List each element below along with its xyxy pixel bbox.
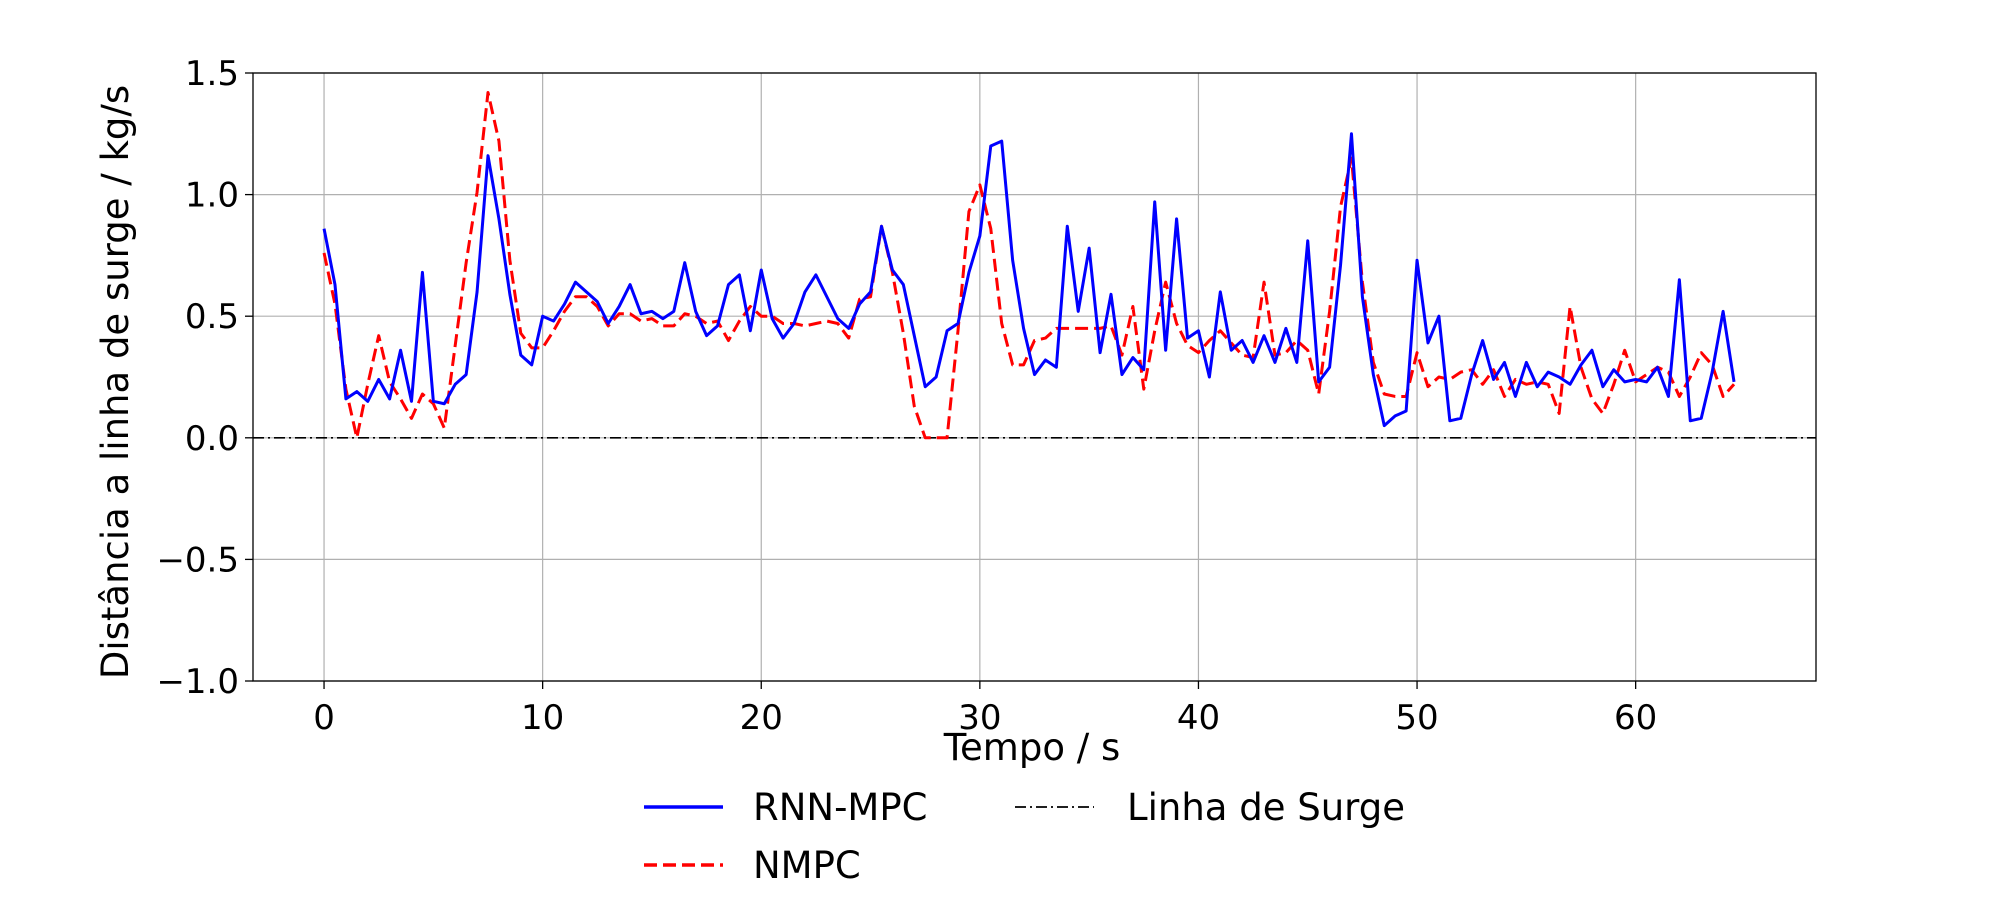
y-tick-label: 0.0 — [185, 419, 239, 459]
series-layer — [253, 90, 1816, 440]
y-axis-ticks: 1.5 1.0 0.5 0.0 −0.5 −1.0 — [156, 54, 253, 702]
y-tick-label: −1.0 — [156, 662, 239, 702]
x-tick-label: 10 — [521, 698, 564, 738]
plot-frame — [252, 72, 1817, 682]
x-tick-label: 20 — [740, 698, 783, 738]
y-tick-label: 1.0 — [185, 176, 239, 216]
x-tick-label: 30 — [958, 698, 1001, 738]
x-axis-label: Tempo / s — [943, 726, 1121, 769]
legend: RNN-MPC Linha de Surge NMPC — [644, 786, 1405, 887]
x-axis-ticks: 0 10 20 30 40 50 60 — [313, 681, 1657, 738]
x-tick-label: 60 — [1614, 698, 1657, 738]
legend-label-linha-de-surge: Linha de Surge — [1127, 786, 1405, 829]
x-tick-label: 0 — [313, 698, 335, 738]
x-tick-label: 40 — [1177, 698, 1220, 738]
y-axis-label: Distância a linha de surge / kg/s — [94, 85, 137, 679]
legend-label-rnn-mpc: RNN-MPC — [753, 786, 928, 829]
y-tick-label: 1.5 — [185, 54, 239, 94]
legend-label-nmpc: NMPC — [753, 844, 861, 887]
series-line-nmpc — [322, 90, 1736, 440]
x-tick-label: 50 — [1395, 698, 1438, 738]
y-tick-label: 0.5 — [185, 297, 239, 337]
y-tick-label: −0.5 — [156, 540, 239, 580]
series-line-rnn-mpc — [322, 132, 1736, 428]
